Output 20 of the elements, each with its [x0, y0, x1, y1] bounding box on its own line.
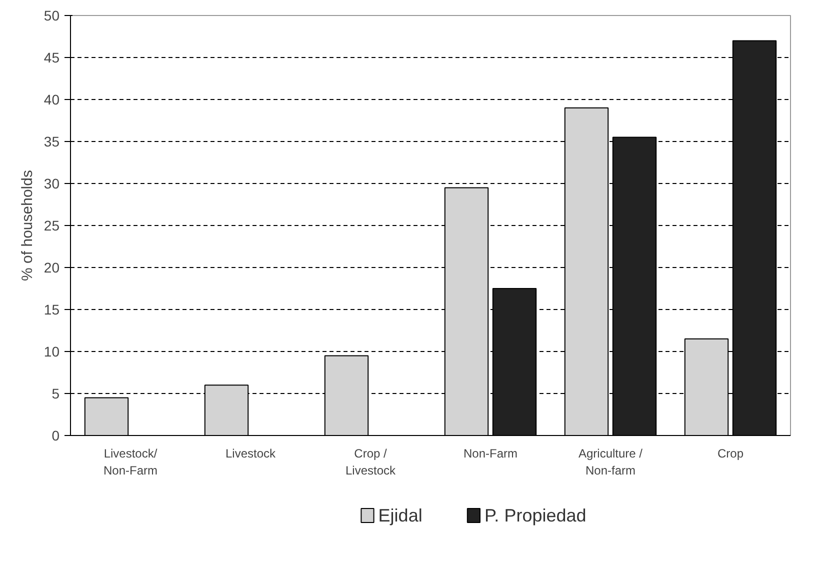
y-axis-title: % of households — [18, 170, 36, 281]
y-tick-label: 0 — [52, 428, 60, 444]
y-tick-label: 25 — [44, 218, 60, 234]
x-tick-label: Non-Farm — [463, 446, 518, 460]
x-tick-label: Crop / Livestock — [345, 446, 397, 478]
y-tick-label: 50 — [44, 8, 60, 24]
x-tick-label: Livestock/ Non-Farm — [103, 446, 158, 478]
legend-label: Ejidal — [378, 506, 422, 526]
y-tick-label: 5 — [52, 386, 60, 402]
y-tick-label: 45 — [44, 50, 60, 66]
x-tick-label: Agriculture / Non-farm — [578, 446, 644, 478]
y-tick-label: 20 — [44, 260, 60, 276]
x-tick-label: Livestock — [225, 446, 277, 460]
legend-label: P. Propiedad — [484, 506, 586, 526]
y-tick-label: 40 — [44, 92, 60, 108]
x-tick-label: Crop — [717, 446, 744, 460]
y-tick-label: 10 — [44, 344, 60, 360]
y-tick-label: 35 — [44, 134, 60, 150]
y-tick-label: 30 — [44, 176, 60, 192]
y-tick-label: 15 — [44, 302, 60, 318]
